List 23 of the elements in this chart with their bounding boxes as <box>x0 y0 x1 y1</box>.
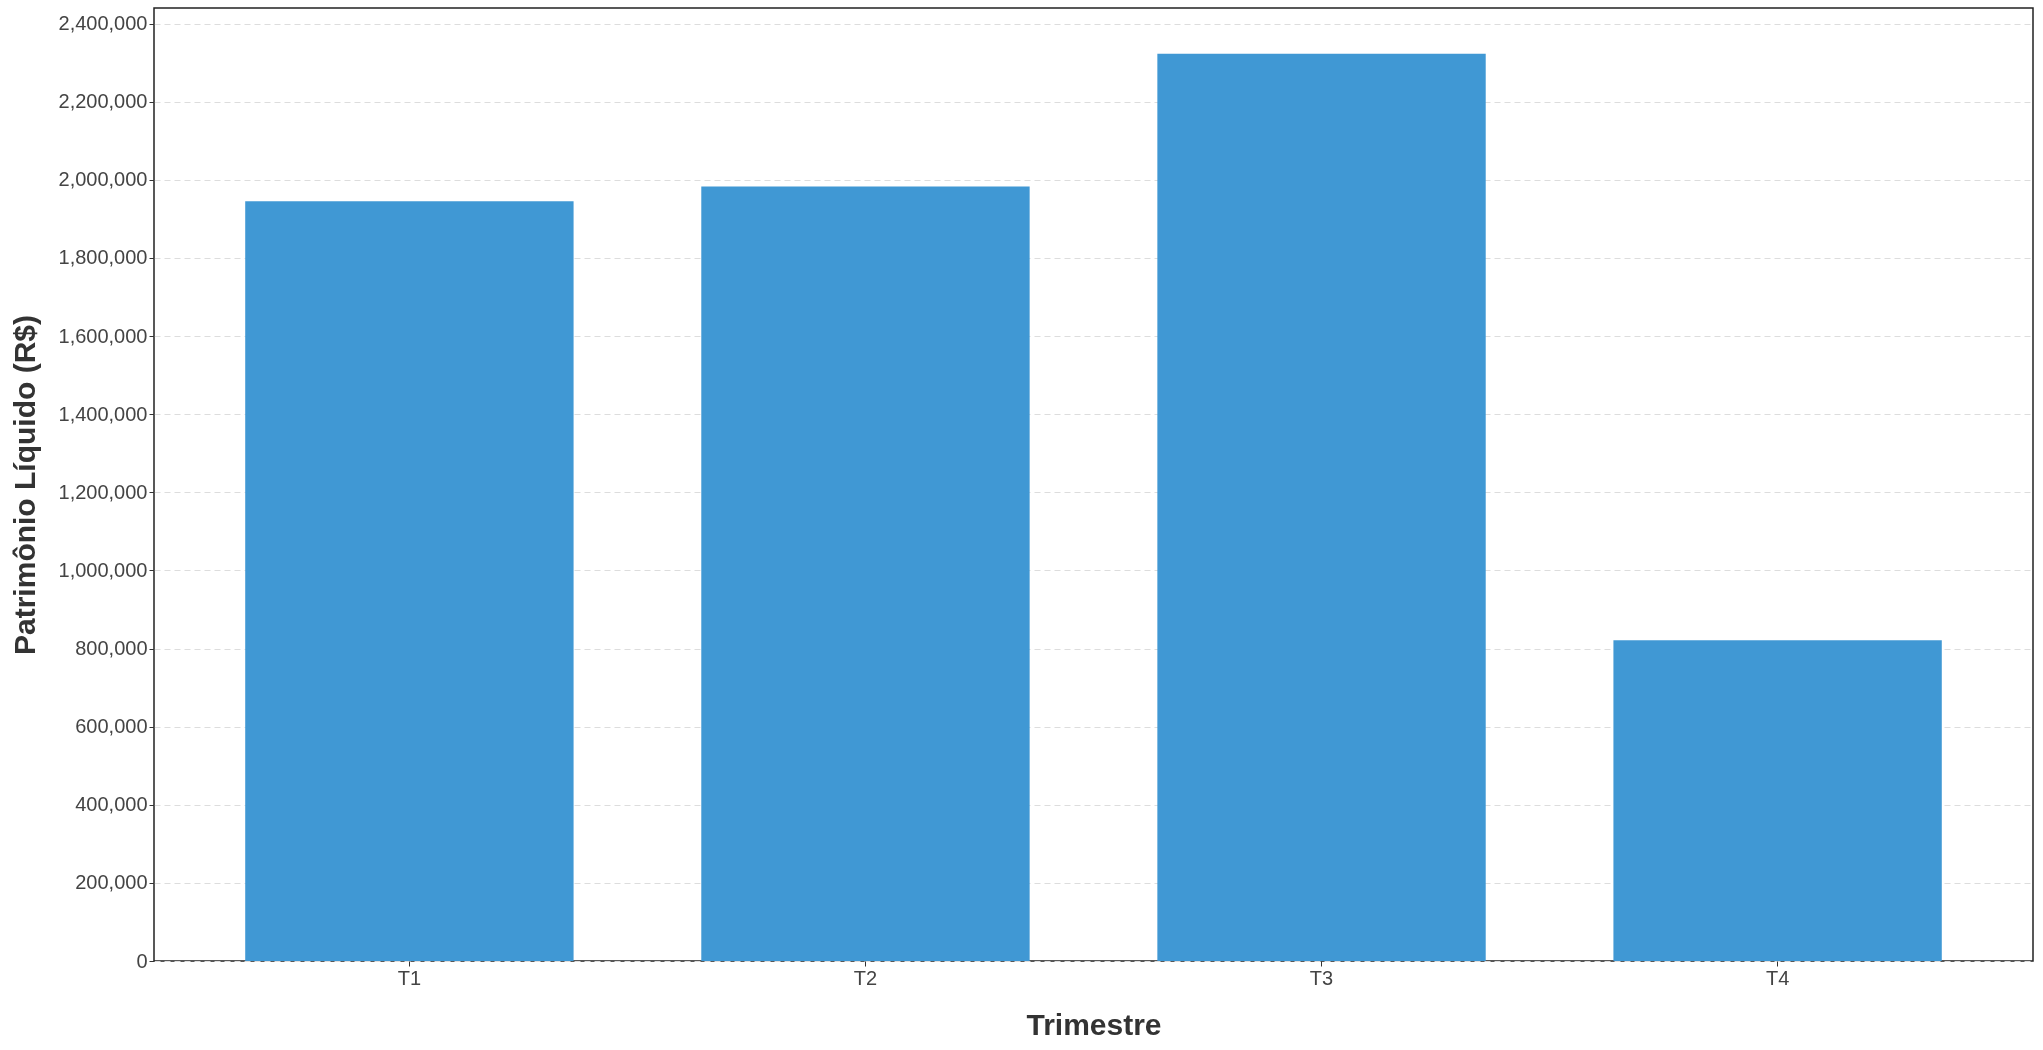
y-tick-label: 800,000 <box>75 637 148 660</box>
y-tick-label: 1,600,000 <box>58 324 148 347</box>
y-tick-label: 200,000 <box>75 871 148 894</box>
y-tick-label: 1,400,000 <box>58 402 148 425</box>
x-axis-title: Trimestre <box>1026 1007 1162 1041</box>
y-tick-label: 2,200,000 <box>58 90 148 113</box>
bar <box>701 186 1030 961</box>
bar <box>1613 640 1942 961</box>
x-tick-label: T4 <box>1765 966 1790 989</box>
y-tick-label: 1,000,000 <box>58 558 148 581</box>
y-tick-label: 1,200,000 <box>58 480 148 503</box>
y-tick-label: 600,000 <box>75 715 148 738</box>
y-tick-label: 1,800,000 <box>58 246 148 269</box>
bar <box>245 201 574 961</box>
x-tick-label: T1 <box>397 966 422 989</box>
y-tick-label: 400,000 <box>75 793 148 816</box>
bar <box>1157 53 1486 961</box>
y-tick-label: 0 <box>136 949 148 972</box>
x-tick-label: T3 <box>1309 966 1334 989</box>
y-axis-title: Patrimônio Líquido (R$) <box>7 315 41 655</box>
y-tick-label: 2,000,000 <box>58 168 148 191</box>
x-tick-label: T2 <box>853 966 878 989</box>
y-tick-label: 2,400,000 <box>58 12 148 35</box>
